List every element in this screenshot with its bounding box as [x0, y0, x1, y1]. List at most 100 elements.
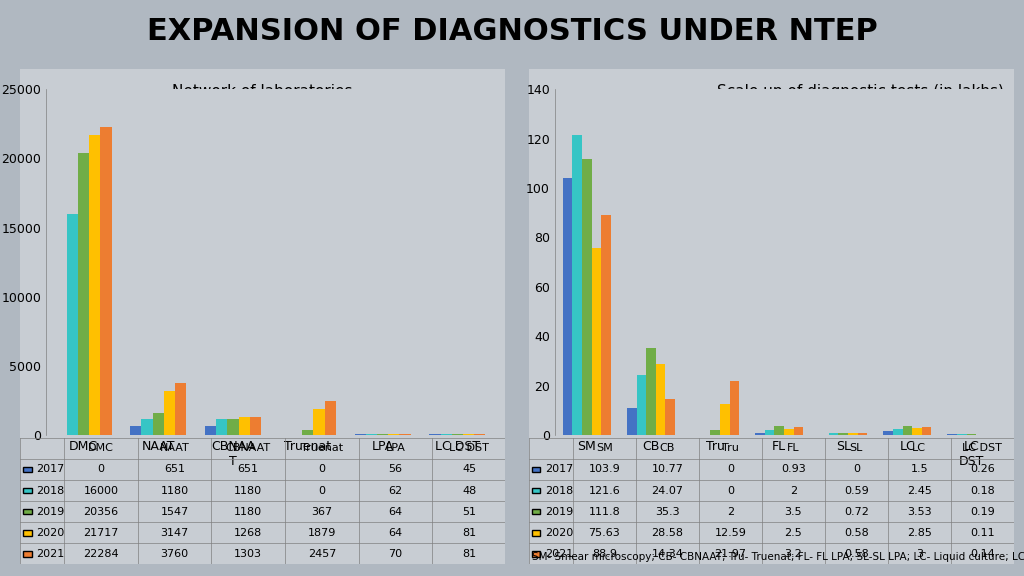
Bar [325, 401, 336, 435]
Text: 0: 0 [318, 464, 326, 475]
Bar [388, 434, 399, 435]
Text: 81: 81 [462, 528, 476, 538]
Text: 1180: 1180 [234, 486, 262, 495]
Text: 2.45: 2.45 [907, 486, 932, 495]
Text: DMC: DMC [88, 444, 114, 453]
Text: 0.72: 0.72 [844, 507, 868, 517]
Text: 1268: 1268 [234, 528, 262, 538]
FancyBboxPatch shape [531, 488, 541, 494]
Bar [720, 404, 729, 435]
Text: CB: CB [659, 444, 675, 453]
Text: 2018: 2018 [36, 486, 65, 495]
Text: 2021: 2021 [36, 549, 65, 559]
FancyBboxPatch shape [531, 551, 541, 557]
Text: 2017: 2017 [545, 464, 573, 475]
Text: 0.93: 0.93 [781, 464, 806, 475]
Bar [239, 418, 250, 435]
Bar [313, 409, 325, 435]
Text: 2.5: 2.5 [784, 528, 802, 538]
Text: SL: SL [850, 444, 863, 453]
Text: 1547: 1547 [161, 507, 188, 517]
Bar [784, 429, 794, 435]
Text: 3.2: 3.2 [784, 549, 802, 559]
Text: 2020: 2020 [545, 528, 573, 538]
Bar [646, 348, 655, 435]
Text: 81: 81 [462, 549, 476, 559]
Text: 0: 0 [727, 486, 734, 495]
Bar [794, 427, 803, 435]
Bar [474, 434, 485, 435]
Bar [765, 430, 774, 435]
Text: 56: 56 [388, 464, 402, 475]
Bar [440, 434, 452, 435]
FancyBboxPatch shape [531, 467, 541, 472]
Text: 21717: 21717 [83, 528, 119, 538]
Text: 24.07: 24.07 [651, 486, 683, 495]
Bar [463, 434, 474, 435]
Bar [164, 391, 175, 435]
Bar [366, 434, 377, 435]
Text: 22284: 22284 [83, 549, 119, 559]
FancyBboxPatch shape [23, 551, 32, 557]
Text: Network of laboratories: Network of laboratories [172, 84, 353, 99]
Bar [884, 431, 893, 435]
Bar [601, 215, 611, 435]
Text: 367: 367 [311, 507, 333, 517]
Text: 16000: 16000 [83, 486, 119, 495]
Bar [666, 400, 675, 435]
Text: 2020: 2020 [36, 528, 65, 538]
Text: NAAT: NAAT [160, 444, 189, 453]
Text: 12.59: 12.59 [715, 528, 746, 538]
Text: 20356: 20356 [83, 507, 119, 517]
Text: 0.58: 0.58 [844, 528, 868, 538]
Bar [377, 434, 388, 435]
Bar [729, 381, 739, 435]
Bar [250, 417, 261, 435]
Bar [582, 159, 592, 435]
Text: Tru: Tru [722, 444, 738, 453]
Text: 121.6: 121.6 [589, 486, 621, 495]
Text: LC DST: LC DST [963, 444, 1002, 453]
Text: 1.5: 1.5 [910, 464, 928, 475]
FancyBboxPatch shape [23, 530, 32, 536]
Text: 21.97: 21.97 [715, 549, 746, 559]
Text: 3760: 3760 [161, 549, 188, 559]
Text: 75.63: 75.63 [589, 528, 621, 538]
Text: CBNAAT: CBNAAT [225, 444, 270, 453]
Bar [902, 426, 912, 435]
FancyBboxPatch shape [23, 509, 32, 514]
Bar [637, 376, 646, 435]
Text: 2021: 2021 [545, 549, 573, 559]
Bar [100, 127, 112, 435]
Text: 0.18: 0.18 [970, 486, 994, 495]
Text: 1180: 1180 [234, 507, 262, 517]
Bar [141, 419, 153, 435]
Text: 2019: 2019 [36, 507, 65, 517]
Bar [429, 434, 440, 435]
Text: 0.19: 0.19 [970, 507, 994, 517]
Text: LC: LC [912, 444, 927, 453]
Bar [912, 428, 922, 435]
Text: 0.14: 0.14 [970, 549, 994, 559]
Text: 0.59: 0.59 [844, 486, 868, 495]
Text: Truenat: Truenat [301, 444, 343, 453]
FancyBboxPatch shape [23, 488, 32, 494]
Text: FL: FL [787, 444, 800, 453]
Text: 14.34: 14.34 [651, 549, 683, 559]
Bar [848, 434, 858, 435]
Bar [175, 383, 186, 435]
Text: 2: 2 [790, 486, 797, 495]
Bar [399, 434, 411, 435]
Bar [130, 426, 141, 435]
Bar [828, 433, 839, 435]
Bar [922, 427, 932, 435]
Bar [858, 434, 867, 435]
Text: 28.58: 28.58 [651, 528, 683, 538]
Bar [153, 414, 164, 435]
Text: LC DST: LC DST [450, 444, 489, 453]
Text: 3.53: 3.53 [907, 507, 932, 517]
Text: 88.9: 88.9 [592, 549, 616, 559]
Text: SM: SM [596, 444, 612, 453]
Text: 64: 64 [388, 507, 402, 517]
Text: 2018: 2018 [545, 486, 573, 495]
